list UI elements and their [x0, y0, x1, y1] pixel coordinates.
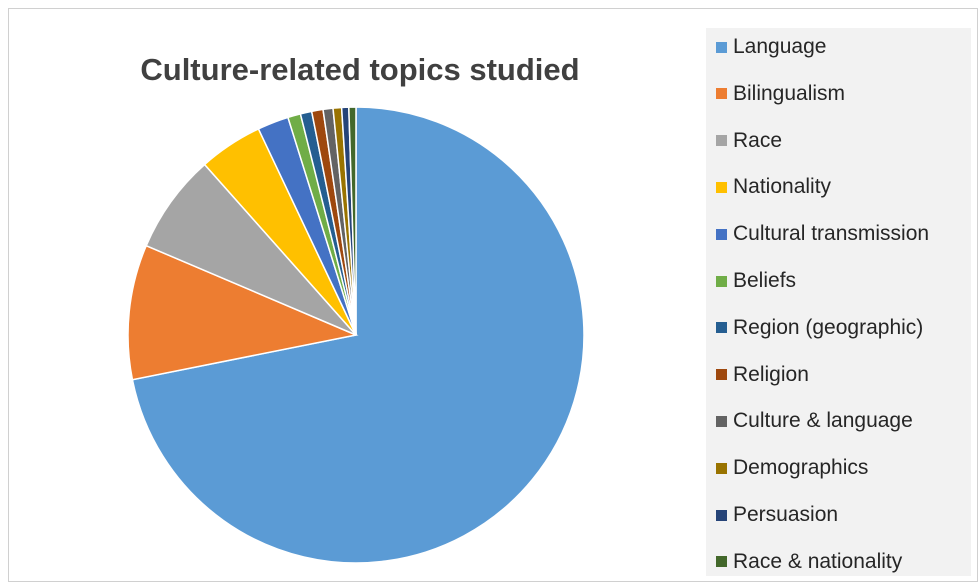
legend-swatch	[716, 509, 727, 521]
legend-label: Persuasion	[733, 503, 839, 526]
legend-label: Race	[733, 128, 783, 152]
legend-item: Region (geographic)	[716, 313, 923, 343]
legend-swatch	[716, 322, 727, 334]
legend: Language Bilingualism Race Nationality Cultu…	[706, 28, 971, 576]
legend-swatch	[716, 88, 727, 100]
pie-chart	[127, 106, 585, 564]
pie-slice-race	[145, 163, 357, 336]
pie-slice-bilingualism	[127, 244, 359, 381]
legend-label: Cultural transmission	[733, 222, 930, 246]
legend-item: Religion	[716, 360, 809, 390]
pie-slice-language	[131, 106, 585, 564]
legend-label: Race & nationality	[733, 549, 903, 573]
legend-label: Demographics	[733, 456, 869, 480]
legend-item: Demographics	[716, 453, 868, 483]
legend-item: Beliefs	[716, 266, 796, 296]
pie-slice-race-nationality	[348, 106, 357, 336]
legend-swatch	[716, 41, 727, 53]
legend-label: Beliefs	[733, 269, 797, 292]
legend-item: Nationality	[716, 172, 831, 202]
chart-title: Culture-related topics studied	[140, 52, 580, 87]
legend-label: Culture & language	[733, 409, 913, 433]
legend-swatch	[716, 181, 727, 193]
legend-label: Language	[733, 35, 827, 58]
legend-item: Culture & language	[716, 406, 913, 436]
legend-swatch	[716, 275, 727, 287]
legend-swatch	[716, 556, 727, 568]
legend-swatch	[716, 135, 727, 147]
legend-item: Persuasion	[716, 500, 838, 530]
legend-item: Cultural transmission	[716, 219, 929, 249]
legend-swatch	[716, 415, 727, 427]
legend-label: Religion	[733, 362, 809, 386]
legend-swatch	[716, 369, 727, 381]
legend-item: Race & nationality	[716, 547, 902, 577]
legend-swatch	[716, 228, 727, 240]
legend-label: Region (geographic)	[733, 315, 924, 339]
legend-label: Bilingualism	[733, 81, 846, 105]
legend-item: Bilingualism	[716, 79, 845, 109]
legend-label: Nationality	[733, 175, 832, 199]
legend-item: Race	[716, 126, 782, 156]
legend-swatch	[716, 462, 727, 474]
legend-item: Language	[716, 32, 826, 62]
